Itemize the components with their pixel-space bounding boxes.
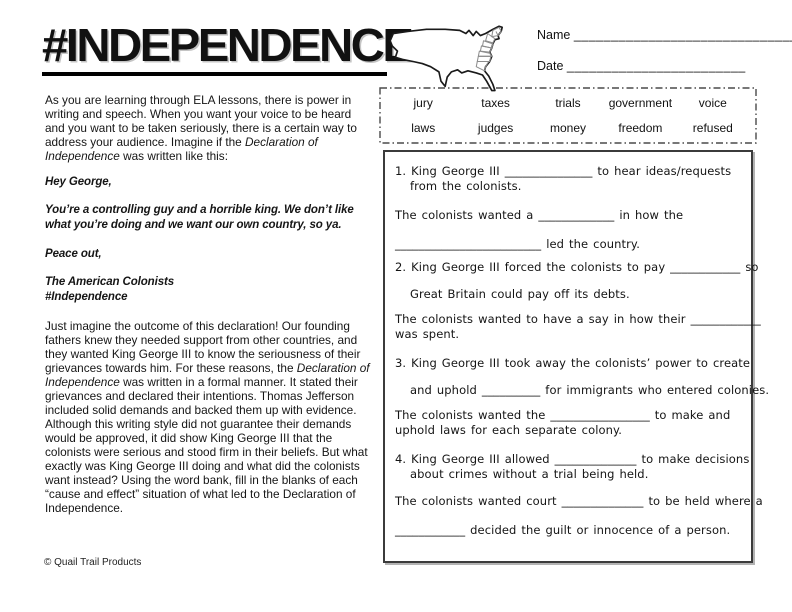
name-label: Name [537,28,571,42]
date-blank-line[interactable]: ________________________ [566,59,746,73]
word-bank-item: taxes [481,96,510,110]
word-bank: jury taxes trials government voice laws … [379,87,757,144]
word-bank-item: judges [477,121,514,135]
word-bank-item: laws [411,121,436,135]
question-box: 1. King George III _______________ to he… [383,150,770,563]
body-paragraph: Just imagine the outcome of this declara… [45,319,374,515]
question-line[interactable]: The colonists wanted court _____________… [395,494,763,508]
letter-body: You’re a controlling guy and a horrible … [45,204,354,232]
body-text: Just imagine the outcome of this declara… [45,318,361,375]
question-line: about crimes without a trial being held. [410,467,649,481]
title-block: #INDEPENDENCE [42,22,414,76]
word-bank-item: freedom [618,121,663,135]
intro-text-end: was written like this: [119,149,228,163]
name-blank-line[interactable]: ______________________________ [573,28,792,42]
page-title: #INDEPENDENCE [42,19,414,71]
question-line[interactable]: The colonists wanted a _____________ in … [395,208,684,222]
question-line: from the colonists. [410,179,522,193]
question-line: was spent. [395,327,460,341]
question-line[interactable]: ____________ decided the guilt or innoce… [395,523,731,537]
word-bank-item: jury [413,96,433,110]
intro-italic-title: Declaration of Independence [45,135,318,163]
question-line[interactable]: 4. King George III allowed _____________… [395,452,750,466]
letter-signature-hashtag: #Independence [45,291,128,304]
copyright-footer: © Quail Trail Products [44,557,142,568]
question-line[interactable]: 2. King George III forced the colonists … [395,260,759,274]
intro-paragraph: As you are learning through ELA lessons,… [45,93,374,163]
question-line: 3. King George III took away the colonis… [395,356,751,370]
date-label: Date [537,59,564,73]
body-text-end: was written in a formal manner. It state… [45,374,368,515]
usa-13-colonies-map-icon [385,24,525,99]
question-line[interactable]: _________________________ led the countr… [395,237,640,251]
word-bank-item: money [549,121,586,135]
name-date-block: Name ______________________________ Date… [537,28,792,90]
question-line[interactable]: and uphold __________ for immigrants who… [410,383,770,397]
letter-signature-name: The American Colonists [45,275,175,288]
intro-text: As you are learning through ELA lessons,… [45,93,357,149]
question-line[interactable]: The colonists wanted the _______________… [395,408,731,422]
word-bank-item: government [608,96,673,110]
question-line: uphold laws for each separate colony. [395,423,623,437]
letter-closing: Peace out, [45,247,102,260]
left-column: As you are learning through ELA lessons,… [45,93,374,527]
word-bank-item: refused [692,121,733,135]
letter-salutation: Hey George, [45,176,112,188]
letter-signature: The American Colonists #Independence [45,275,374,306]
question-line[interactable]: The colonists wanted to have a say in ho… [395,312,761,326]
body-italic-title: Declaration of Independence [45,360,370,389]
word-bank-item: voice [698,96,727,110]
word-bank-item: trials [555,96,581,110]
question-line[interactable]: 1. King George III _______________ to he… [395,164,732,178]
question-line: Great Britain could pay off its debts. [410,287,630,301]
